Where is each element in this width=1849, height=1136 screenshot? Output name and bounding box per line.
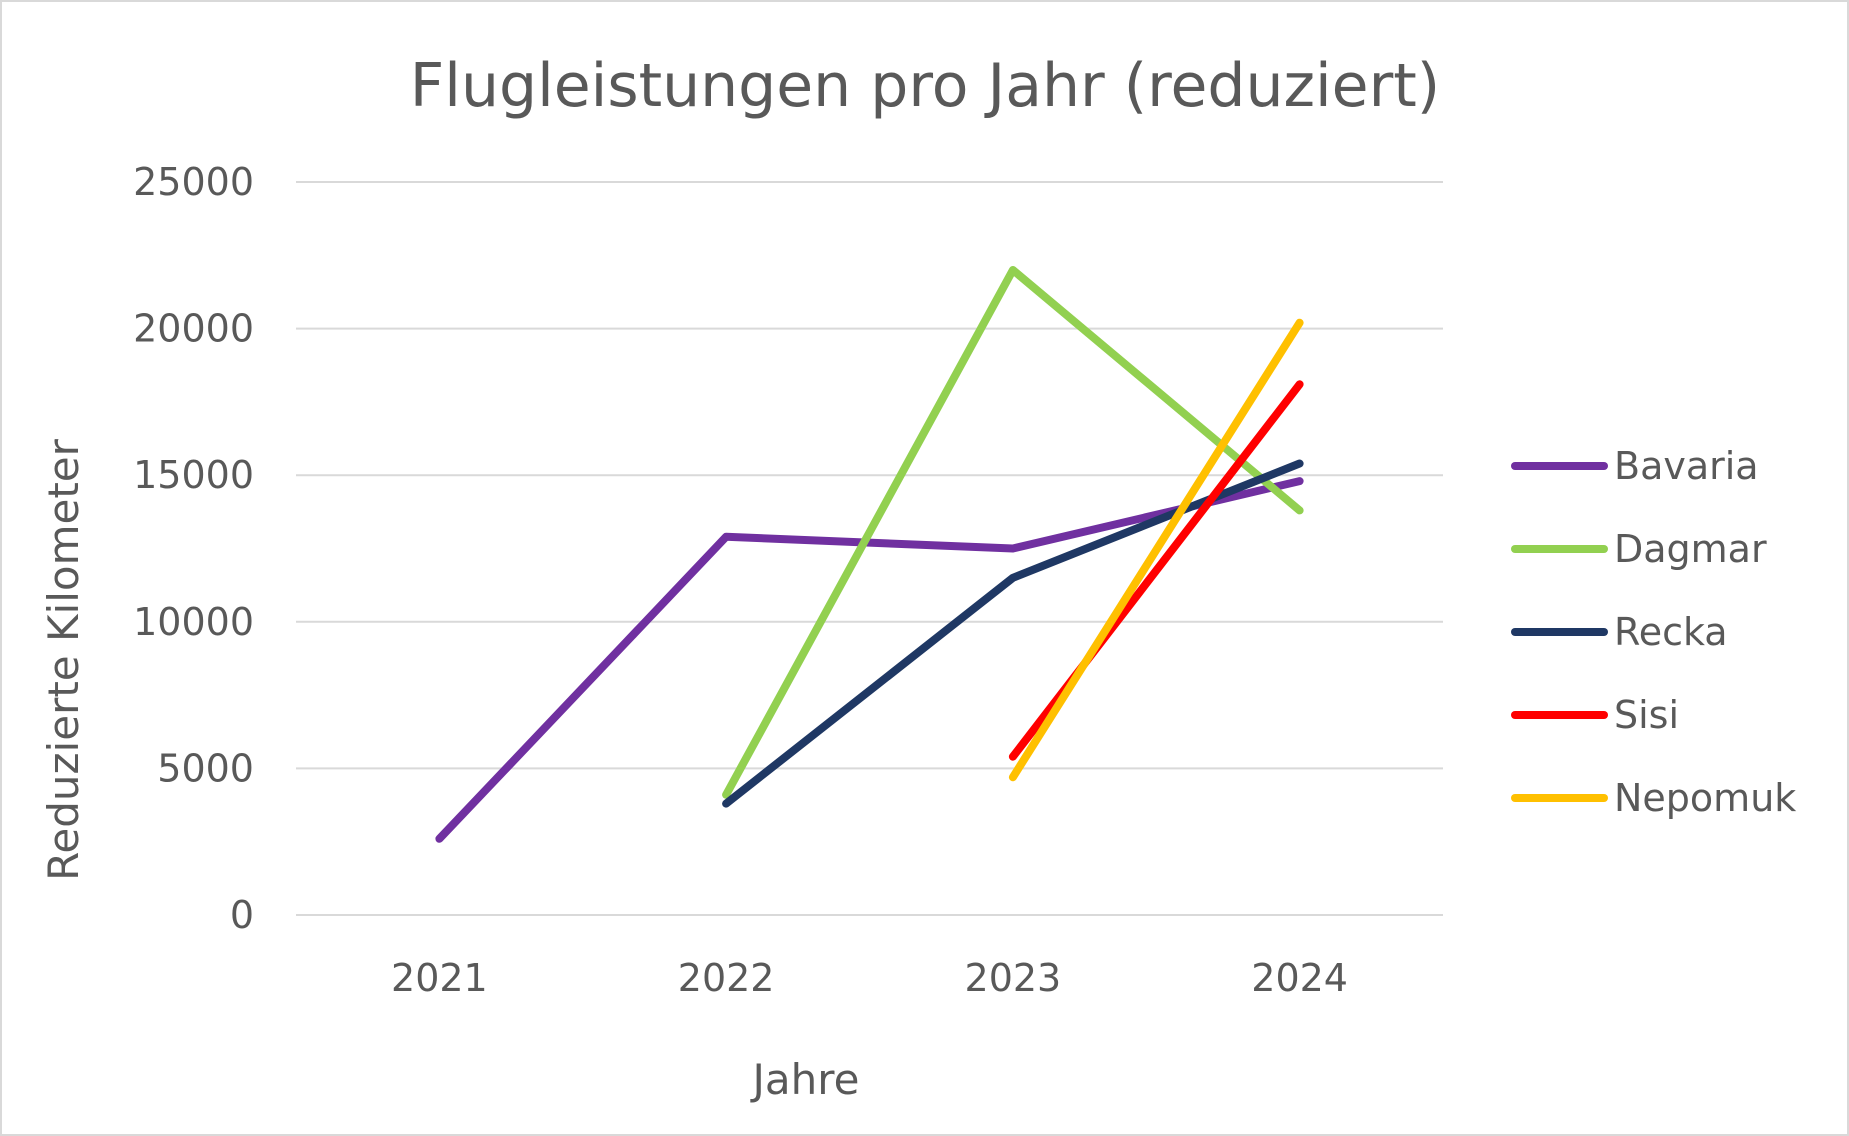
legend-label: Recka	[1614, 610, 1728, 654]
series-line-sisi	[1008, 380, 1304, 761]
legend-item-sisi: Sisi	[1511, 693, 1679, 737]
legend: Bavaria Dagmar Recka Sisi Nepomuk	[1511, 444, 1796, 820]
series-line-nepomuk	[1008, 318, 1304, 782]
legend-label: Nepomuk	[1614, 776, 1796, 820]
legend-item-recka: Recka	[1511, 610, 1728, 654]
x-axis-tick-labels: 2021 2022 2023 2024	[391, 956, 1348, 1000]
y-tick-label: 20000	[133, 307, 254, 351]
y-tick-label: 0	[230, 893, 254, 937]
series-line-dagmar	[722, 266, 1304, 799]
gridlines	[296, 181, 1443, 916]
x-axis-title: Jahre	[750, 1055, 860, 1104]
series-line-recka	[722, 459, 1304, 808]
legend-item-bavaria: Bavaria	[1511, 444, 1759, 488]
x-tick-label: 2021	[391, 956, 488, 1000]
legend-label: Sisi	[1614, 693, 1679, 737]
series-lines	[435, 266, 1304, 843]
y-tick-label: 5000	[157, 746, 254, 790]
legend-label: Dagmar	[1614, 527, 1767, 571]
legend-label: Bavaria	[1614, 444, 1759, 488]
y-tick-label: 10000	[133, 600, 254, 644]
x-tick-label: 2023	[965, 956, 1062, 1000]
x-tick-label: 2022	[678, 956, 775, 1000]
x-tick-label: 2024	[1251, 956, 1348, 1000]
y-axis-tick-labels: 0 5000 10000 15000 20000 25000	[133, 160, 254, 937]
legend-item-dagmar: Dagmar	[1511, 527, 1767, 571]
legend-item-nepomuk: Nepomuk	[1511, 776, 1796, 820]
y-axis-title: Reduzierte Kilometer	[39, 438, 88, 881]
chart-title: Flugleistungen pro Jahr (reduziert)	[410, 51, 1440, 121]
series-line-bavaria	[435, 477, 1304, 843]
y-tick-label: 25000	[133, 160, 254, 204]
y-tick-label: 15000	[133, 453, 254, 497]
